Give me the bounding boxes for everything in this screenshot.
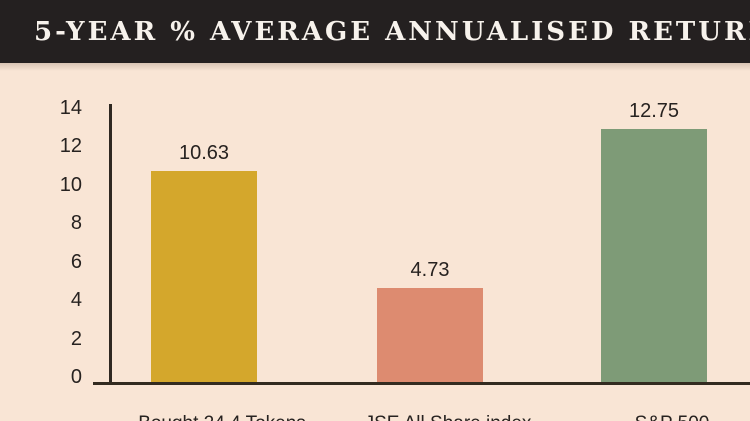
x-axis-category-label: Bought 24.4 Tokens	[72, 413, 372, 421]
x-axis-line	[93, 382, 750, 385]
y-tick-label: 12	[59, 135, 82, 158]
banner-shadow	[0, 63, 750, 71]
y-axis-line	[109, 104, 112, 385]
y-tick-label: 2	[70, 327, 82, 350]
bar-value-label: 12.75	[628, 99, 680, 122]
x-axis-category-label: JSE All Share index	[298, 413, 598, 421]
y-tick-label: 4	[70, 289, 82, 312]
x-axis-category-label: S&P 500	[522, 413, 750, 421]
title-banner: 5-YEAR % AVERAGE ANNUALISED RETURNS	[0, 0, 750, 63]
y-tick-label: 0	[70, 366, 82, 388]
y-tick-label: 14	[59, 97, 82, 120]
y-tick-label: 8	[70, 212, 82, 235]
bar	[601, 128, 707, 382]
bar-value-label: 4.73	[410, 259, 450, 282]
y-tick-label: 6	[70, 250, 82, 273]
bar	[151, 170, 257, 382]
bar	[377, 288, 483, 382]
bar-value-label: 10.63	[178, 141, 230, 164]
chart-title: 5-YEAR % AVERAGE ANNUALISED RETURNS	[34, 16, 750, 47]
y-tick-label: 10	[59, 173, 82, 196]
